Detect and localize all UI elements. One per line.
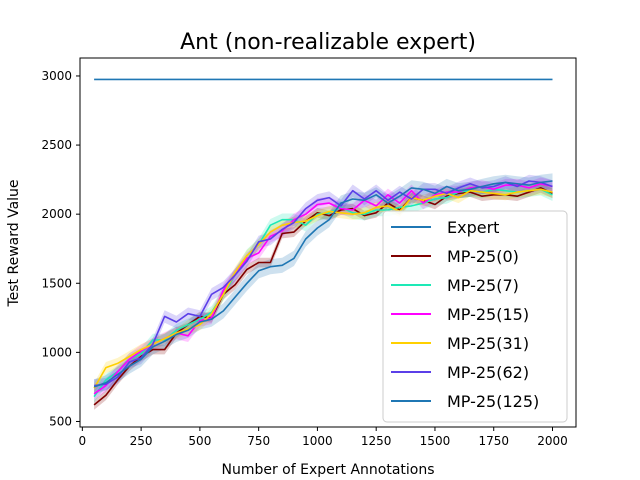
x-tick-label: 0 (79, 434, 87, 448)
legend-label-mp-25-125: MP-25(125) (447, 392, 539, 411)
series-line-mp-25-62 (94, 180, 553, 387)
legend-box (382, 210, 568, 423)
x-tick-label: 750 (247, 434, 270, 448)
x-tick-label: 2000 (537, 434, 568, 448)
x-tick-label: 500 (188, 434, 211, 448)
chart-title: Ant (non-realizable expert) (180, 30, 476, 55)
y-tick-label: 1000 (41, 345, 72, 359)
y-axis-label: Test Reward Value (6, 179, 22, 307)
y-tick-label: 2000 (41, 207, 72, 221)
x-tick-label: 1250 (361, 434, 392, 448)
confidence-bands (94, 173, 553, 410)
x-tick-label: 1500 (420, 434, 451, 448)
legend-label-mp-25-0: MP-25(0) (447, 247, 519, 266)
legend-label-expert: Expert (447, 218, 499, 237)
plot-frame (79, 57, 577, 428)
legend-label-mp-25-15: MP-25(15) (447, 305, 529, 324)
band-mp-25-125 (94, 173, 553, 395)
y-axis-ticks: 500 1000 1500 2000 2500 3000 (41, 69, 80, 428)
y-tick-label: 500 (49, 414, 72, 428)
y-tick-label: 1500 (41, 276, 72, 290)
y-tick-label: 3000 (41, 69, 72, 83)
legend-label-mp-25-62: MP-25(62) (447, 363, 529, 382)
series-line-mp-25-125 (93, 180, 553, 388)
y-tick-label: 2500 (41, 138, 72, 152)
x-tick-label: 1000 (302, 434, 333, 448)
x-tick-label: 250 (130, 434, 153, 448)
legend: Expert MP-25(0) MP-25(7) MP-25(15) MP-25(31)… (382, 210, 568, 423)
x-axis-ticks: 0 250 500 750 1000 1250 1500 1750 2000 (79, 427, 568, 448)
legend-label-mp-25-7: MP-25(7) (447, 276, 519, 295)
x-axis-label: Number of Expert Annotations (221, 462, 434, 478)
legend-label-mp-25-31: MP-25(31) (447, 334, 529, 353)
series-lines (93, 78, 553, 406)
series-line-mp-25-31 (93, 188, 553, 389)
x-tick-label: 1750 (478, 434, 509, 448)
